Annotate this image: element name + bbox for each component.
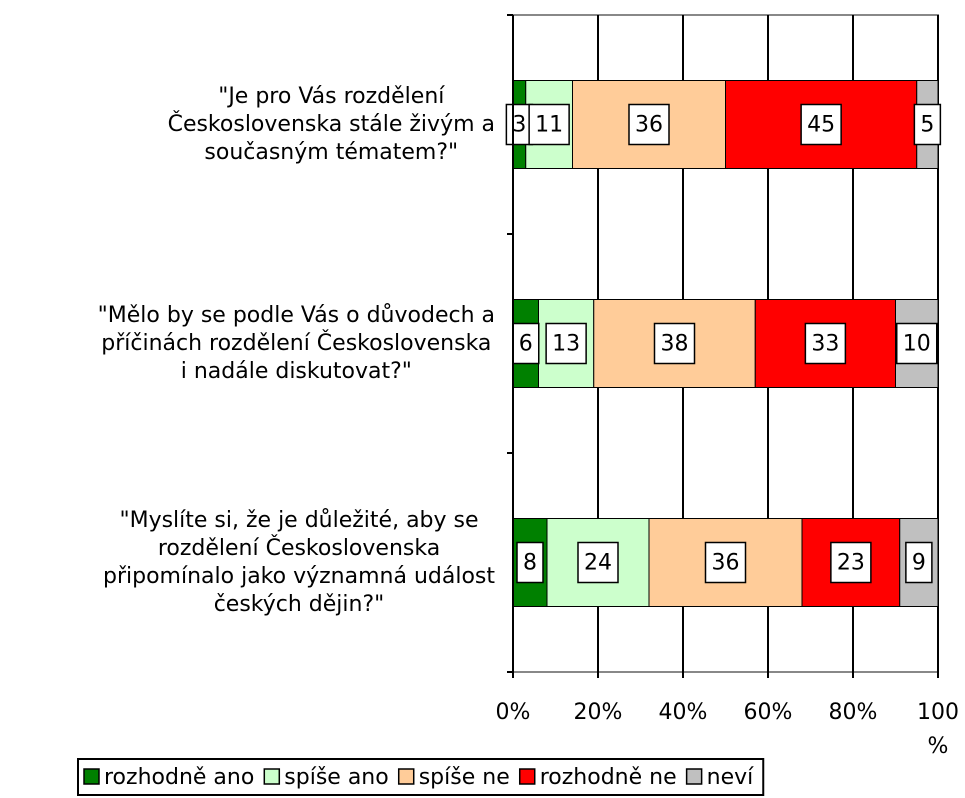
x-tick-label: 20%: [573, 700, 623, 725]
value-label-box: [628, 103, 670, 146]
category-label: "Mělo by se podle Vás o důvodech a příči…: [97, 302, 495, 384]
legend-box: [77, 758, 765, 796]
x-tick-label: 0%: [495, 700, 531, 725]
legend-label: rozhodně ano: [104, 765, 254, 790]
value-label-text: 24: [584, 551, 612, 576]
value-label: 6: [512, 322, 540, 365]
value-label-box: [512, 322, 540, 365]
value-label: 33: [804, 322, 847, 365]
value-label: 23: [830, 541, 872, 584]
value-label: 11: [528, 103, 570, 146]
legend: rozhodně ano spíše ano spíše ne rozhodně ne…: [77, 758, 765, 796]
value-label-box: [577, 541, 619, 584]
value-label: 45: [800, 103, 842, 146]
value-label-text: 36: [712, 551, 740, 576]
legend-label: spíše ne: [419, 765, 510, 790]
value-label: 8: [516, 541, 544, 584]
value-label-text: 33: [811, 332, 839, 357]
value-label-text: 45: [807, 113, 835, 138]
value-label-text: 13: [552, 332, 580, 357]
x-tick-label: 100 %: [917, 700, 959, 759]
value-label-box: [804, 322, 847, 365]
value-label-box: [653, 322, 696, 365]
value-label: 24: [577, 541, 619, 584]
value-label-text: 6: [519, 332, 533, 357]
legend-label: spíše ano: [284, 765, 388, 790]
value-label-box: [800, 103, 842, 146]
legend-swatch: [263, 768, 281, 785]
value-label-box: [528, 103, 570, 146]
value-label-text: 38: [661, 332, 689, 357]
value-label-text: 8: [523, 551, 537, 576]
x-tick-label: 40%: [658, 700, 708, 725]
value-label: 3: [505, 103, 534, 146]
legend-label: rozhodně ne: [540, 765, 677, 790]
value-label-box: [905, 541, 933, 584]
value-label-box: [516, 541, 544, 584]
value-label: 5: [913, 103, 942, 146]
value-label-box: [913, 103, 942, 146]
category-label: "Je pro Vás rozdělení Československa stá…: [167, 83, 495, 165]
value-label-box: [704, 541, 747, 584]
value-label-box: [505, 103, 534, 146]
value-label: 36: [628, 103, 670, 146]
value-label: 10: [896, 322, 938, 365]
value-label: 13: [545, 322, 587, 365]
value-label-box: [830, 541, 872, 584]
value-label: 38: [653, 322, 696, 365]
value-label-text: 23: [837, 551, 865, 576]
value-label-text: 36: [635, 113, 663, 138]
value-label-text: 11: [535, 113, 563, 138]
x-tick-label: 80%: [828, 700, 878, 725]
value-label-text: 5: [920, 113, 934, 138]
legend-swatch: [83, 768, 100, 785]
legend-swatch: [518, 768, 536, 785]
value-label-box: [896, 322, 938, 365]
legend-swatch: [685, 768, 703, 785]
value-label-text: 10: [903, 332, 931, 357]
category-label: "Myslíte si, že je důležité, aby se rozd…: [103, 507, 495, 617]
legend-label: neví: [707, 765, 754, 790]
value-label: 9: [905, 541, 933, 584]
value-label: 36: [704, 541, 747, 584]
value-label-box: [545, 322, 587, 365]
value-label-text: 9: [912, 551, 926, 576]
value-label-text: 3: [512, 113, 526, 138]
x-tick-label: 60%: [743, 700, 793, 725]
legend-swatch: [397, 768, 415, 785]
